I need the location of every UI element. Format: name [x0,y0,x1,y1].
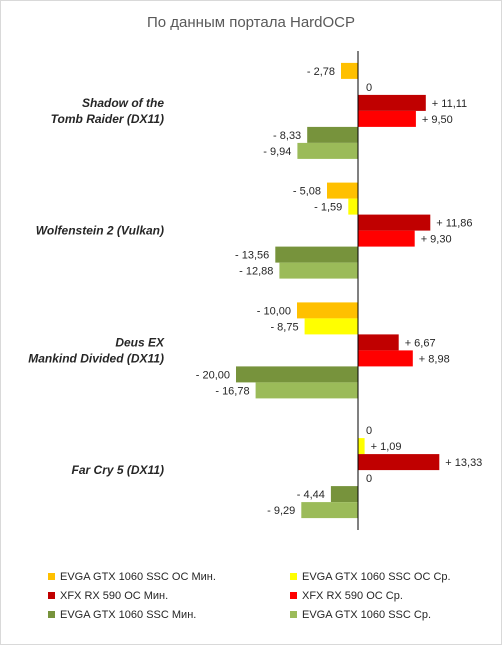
category-label: Mankind Divided (DX11) [28,351,164,365]
data-label: - 13,56 [235,250,269,262]
bar [341,62,358,79]
category-label: Far Cry 5 (DX11) [72,463,164,477]
bar [297,302,358,319]
data-label: - 1,59 [314,202,342,214]
data-label: + 9,50 [422,114,453,126]
bar [327,182,358,199]
legend-swatch [48,611,55,618]
data-label: - 8,75 [270,321,298,333]
bar [358,94,426,111]
category-label: Deus EX [115,335,165,349]
legend-label: XFX RX 590 OC Ср. [302,590,403,602]
bar [358,454,440,471]
category-label: Tomb Raider (DX11) [51,112,164,126]
category-label: Shadow of the [82,96,164,110]
legend-swatch [290,592,297,599]
bar [297,142,358,159]
plot-area: Shadow of the Tomb Raider (DX11) - 2,78 0 + … [28,51,482,530]
legend-swatch [290,573,297,580]
data-label: - 2,78 [307,66,335,78]
bar [358,438,365,455]
bar [301,502,358,519]
legend-label: EVGA GTX 1060 SSC Ср. [302,609,431,621]
legend-item: XFX RX 590 OC Ср. [290,590,403,602]
bar [358,334,399,351]
legend-swatch [290,611,297,618]
legend-swatch [48,592,55,599]
data-label: + 1,09 [371,441,402,453]
data-label: - 8,33 [273,130,301,142]
bar [358,110,416,127]
data-label: + 9,30 [421,234,452,246]
bar [330,486,358,503]
bar [304,318,358,335]
data-label: + 11,11 [432,98,467,110]
data-label: 0 [366,473,372,485]
data-label: - 9,94 [263,146,291,158]
data-label: + 6,67 [405,337,436,349]
bar [255,382,358,399]
legend-item: EVGA GTX 1060 SSC OC Ср. [290,571,451,583]
legend-item: EVGA GTX 1060 SSC Ср. [290,609,431,621]
chart-title: По данным портала HardOCP [147,14,355,31]
bar [279,262,358,279]
bar [275,246,358,263]
legend-label: EVGA GTX 1060 SSC OC Ср. [302,571,451,583]
data-label: + 13,33 [445,457,482,469]
data-label: + 8,98 [419,353,450,365]
data-label: - 9,29 [267,505,295,517]
data-label: - 16,78 [215,385,249,397]
legend-swatch [48,573,55,580]
category-label: Wolfenstein 2 (Vulkan) [36,224,164,238]
bar [358,230,415,247]
legend-item: XFX RX 590 OC Мин. [48,590,168,602]
bar [307,126,358,143]
data-label: - 10,00 [257,305,291,317]
bar [236,366,358,383]
bar [358,214,431,231]
legend-item: EVGA GTX 1060 SSC OC Мин. [48,571,216,583]
legend: EVGA GTX 1060 SSC OC Мин. EVGA GTX 1060 S… [48,571,451,621]
data-label: - 20,00 [196,369,230,381]
data-label: + 11,86 [436,218,472,230]
legend-item: EVGA GTX 1060 SSC Мин. [48,609,196,621]
bar [348,198,358,215]
data-label: 0 [366,82,372,94]
legend-label: EVGA GTX 1060 SSC Мин. [60,609,196,621]
data-label: - 12,88 [239,266,273,278]
legend-label: XFX RX 590 OC Мин. [60,590,168,602]
data-label: - 4,44 [297,489,325,501]
data-label: 0 [366,425,372,437]
bar [358,350,413,367]
legend-label: EVGA GTX 1060 SSC OC Мин. [60,571,216,583]
data-label: - 5,08 [293,186,321,198]
